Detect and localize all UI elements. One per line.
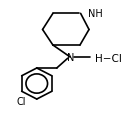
Text: Cl: Cl (17, 97, 26, 106)
Text: H−Cl: H−Cl (95, 53, 122, 63)
Text: N: N (67, 53, 74, 62)
Text: NH: NH (88, 9, 103, 19)
